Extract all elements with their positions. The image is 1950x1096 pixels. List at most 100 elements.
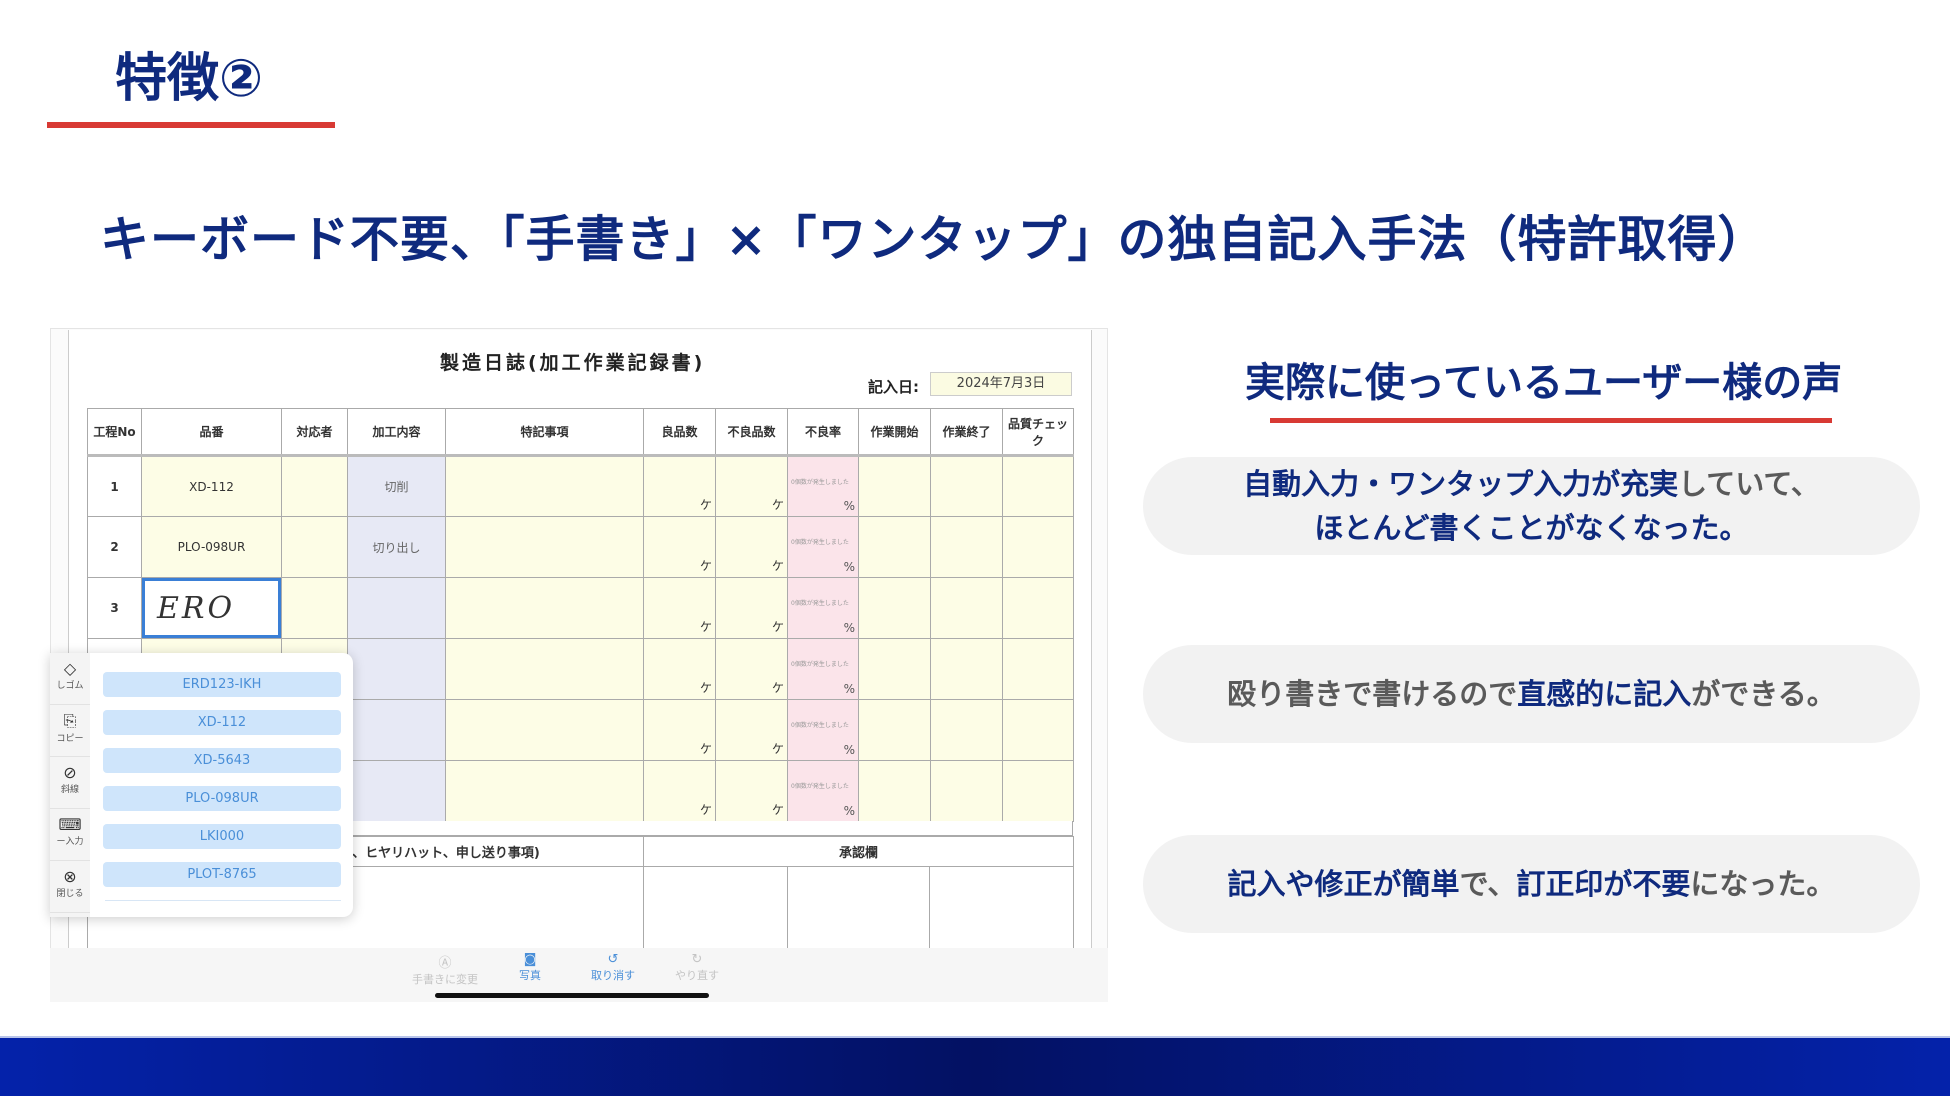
table-cell[interactable] — [281, 455, 348, 517]
unit-label: ケ — [771, 559, 784, 573]
good-count-cell[interactable]: ケ — [643, 760, 716, 822]
table-cell[interactable] — [1002, 516, 1074, 578]
tool-close[interactable]: ⊗ 閉じる — [50, 861, 90, 913]
feature-underline — [47, 122, 335, 128]
toolbar-undo[interactable]: ↺ 取り消す — [578, 948, 648, 983]
table-cell[interactable] — [1002, 577, 1074, 639]
tool-label: ー入力 — [56, 837, 84, 847]
date-field[interactable]: 2024年7月3日 — [930, 372, 1072, 396]
approval-box[interactable] — [928, 866, 1075, 949]
table-cell[interactable] — [281, 577, 348, 639]
part-number-cell[interactable]: ERO — [141, 577, 282, 639]
handwriting-input[interactable]: ERO — [142, 578, 281, 638]
candidate-button[interactable]: PLOT-8765 — [103, 862, 341, 887]
table-cell[interactable] — [930, 699, 1003, 761]
table-cell[interactable] — [858, 699, 931, 761]
table-cell[interactable] — [445, 638, 644, 700]
table-cell[interactable] — [858, 516, 931, 578]
eraser-icon: ◇ — [63, 659, 77, 678]
candidate-button[interactable]: LKI000 — [103, 824, 341, 849]
process-cell[interactable]: 切削 — [347, 455, 446, 517]
good-count-cell[interactable]: ケ — [643, 455, 716, 517]
column-header: 品質チェック — [1002, 408, 1074, 457]
header-row: 工程No 品番 対応者 加工内容 特記事項 良品数 不良品数 不良率 作業開始 作業終了 品質チェッ… — [87, 408, 1074, 457]
approval-box[interactable] — [643, 866, 788, 949]
table-cell[interactable] — [445, 699, 644, 761]
table-cell[interactable] — [1002, 760, 1074, 822]
table-cell[interactable] — [858, 638, 931, 700]
process-cell[interactable] — [347, 760, 446, 822]
defect-count-cell[interactable]: ケ — [715, 516, 788, 578]
table-cell[interactable] — [858, 577, 931, 639]
candidate-button[interactable]: PLO-098UR — [103, 786, 341, 811]
table-cell[interactable] — [930, 760, 1003, 822]
table-cell[interactable] — [858, 760, 931, 822]
table-cell[interactable] — [930, 455, 1003, 517]
table-cell[interactable] — [930, 638, 1003, 700]
part-number-cell[interactable]: XD-112 — [141, 455, 282, 517]
defect-count-cell[interactable]: ケ — [715, 699, 788, 761]
candidate-button[interactable]: XD-5643 — [103, 748, 341, 773]
unit-label: ケ — [771, 498, 784, 512]
table-cell[interactable] — [930, 516, 1003, 578]
column-header: 作業終了 — [930, 408, 1003, 457]
approval-box[interactable] — [787, 866, 930, 949]
unit-label: ケ — [771, 803, 784, 817]
tool-eraser[interactable]: ◇ しゴム — [50, 653, 90, 705]
part-number-cell[interactable]: PLO-098UR — [141, 516, 282, 578]
process-cell[interactable] — [347, 638, 446, 700]
table-row: 2 PLO-098UR 切り出しケケ 0個数が発生しました% — [87, 516, 1074, 578]
unit-label: ケ — [771, 620, 784, 634]
process-cell[interactable] — [347, 577, 446, 639]
table-cell[interactable] — [1002, 699, 1074, 761]
process-no-cell: 3 — [87, 577, 142, 639]
tool-label: しゴム — [56, 681, 84, 691]
table-cell[interactable] — [930, 577, 1003, 639]
candidate-button[interactable]: XD-112 — [103, 710, 341, 735]
bubble-text: で、 — [1459, 867, 1517, 901]
tool-strip: ◇ しゴム ⎘ コピー ⊘ 斜線 ⌨ ー入力 ⊗ 閉じる — [50, 653, 90, 917]
bubble-line: ほとんど書くことがなくなった。 — [1314, 506, 1748, 550]
defect-rate-cell: 0個数が発生しました% — [787, 699, 859, 761]
unit-label: ケ — [699, 498, 712, 512]
headline: キーボード不要、「手書き」×「ワンタップ」の独自記入手法（特許取得） — [100, 211, 1768, 268]
defect-count-cell[interactable]: ケ — [715, 638, 788, 700]
good-count-cell[interactable]: ケ — [643, 577, 716, 639]
table-cell[interactable] — [445, 516, 644, 578]
voices-title: 実際に使っているユーザー様の声 — [1245, 360, 1843, 406]
column-header: 不良品数 — [715, 408, 788, 457]
good-count-cell[interactable]: ケ — [643, 699, 716, 761]
tool-keyboard[interactable]: ⌨ ー入力 — [50, 809, 90, 861]
good-count-cell[interactable]: ケ — [643, 638, 716, 700]
table-cell[interactable] — [858, 455, 931, 517]
candidate-button[interactable]: ERD123-IKH — [103, 672, 341, 697]
table-cell[interactable] — [1002, 455, 1074, 517]
table-cell[interactable] — [445, 577, 644, 639]
rate-warning: 0個数が発生しました — [791, 600, 849, 607]
toolbar-redo[interactable]: ↻ やり直す — [662, 948, 732, 983]
defect-count-cell[interactable]: ケ — [715, 760, 788, 822]
defect-count-cell[interactable]: ケ — [715, 455, 788, 517]
table-cell[interactable] — [1002, 638, 1074, 700]
toolbar-camera[interactable]: ◙ 写真 — [495, 948, 565, 983]
bubble-text: していて、 — [1678, 467, 1820, 501]
unit-label: ケ — [699, 803, 712, 817]
toolbar-handwriting[interactable]: Ⓐ 手書きに変更 — [410, 948, 480, 987]
good-count-cell[interactable]: ケ — [643, 516, 716, 578]
table-cell[interactable] — [445, 760, 644, 822]
unit-label: ケ — [699, 559, 712, 573]
table-cell[interactable] — [281, 516, 348, 578]
defect-count-cell[interactable]: ケ — [715, 577, 788, 639]
bubble-text: になった。 — [1690, 867, 1836, 901]
tool-strike[interactable]: ⊘ 斜線 — [50, 757, 90, 809]
table-cell[interactable] — [445, 455, 644, 517]
tool-label: コピー — [56, 734, 84, 744]
tool-copy[interactable]: ⎘ コピー — [50, 705, 90, 757]
percent-label: % — [843, 682, 855, 696]
process-cell[interactable]: 切り出し — [347, 516, 446, 578]
toolbar-label: 取り消す — [591, 969, 635, 982]
process-cell[interactable] — [347, 699, 446, 761]
column-header: 特記事項 — [445, 408, 644, 457]
form-title: 製造日誌(加工作業記録書) — [440, 352, 706, 374]
rate-warning: 0個数が発生しました — [791, 722, 849, 729]
